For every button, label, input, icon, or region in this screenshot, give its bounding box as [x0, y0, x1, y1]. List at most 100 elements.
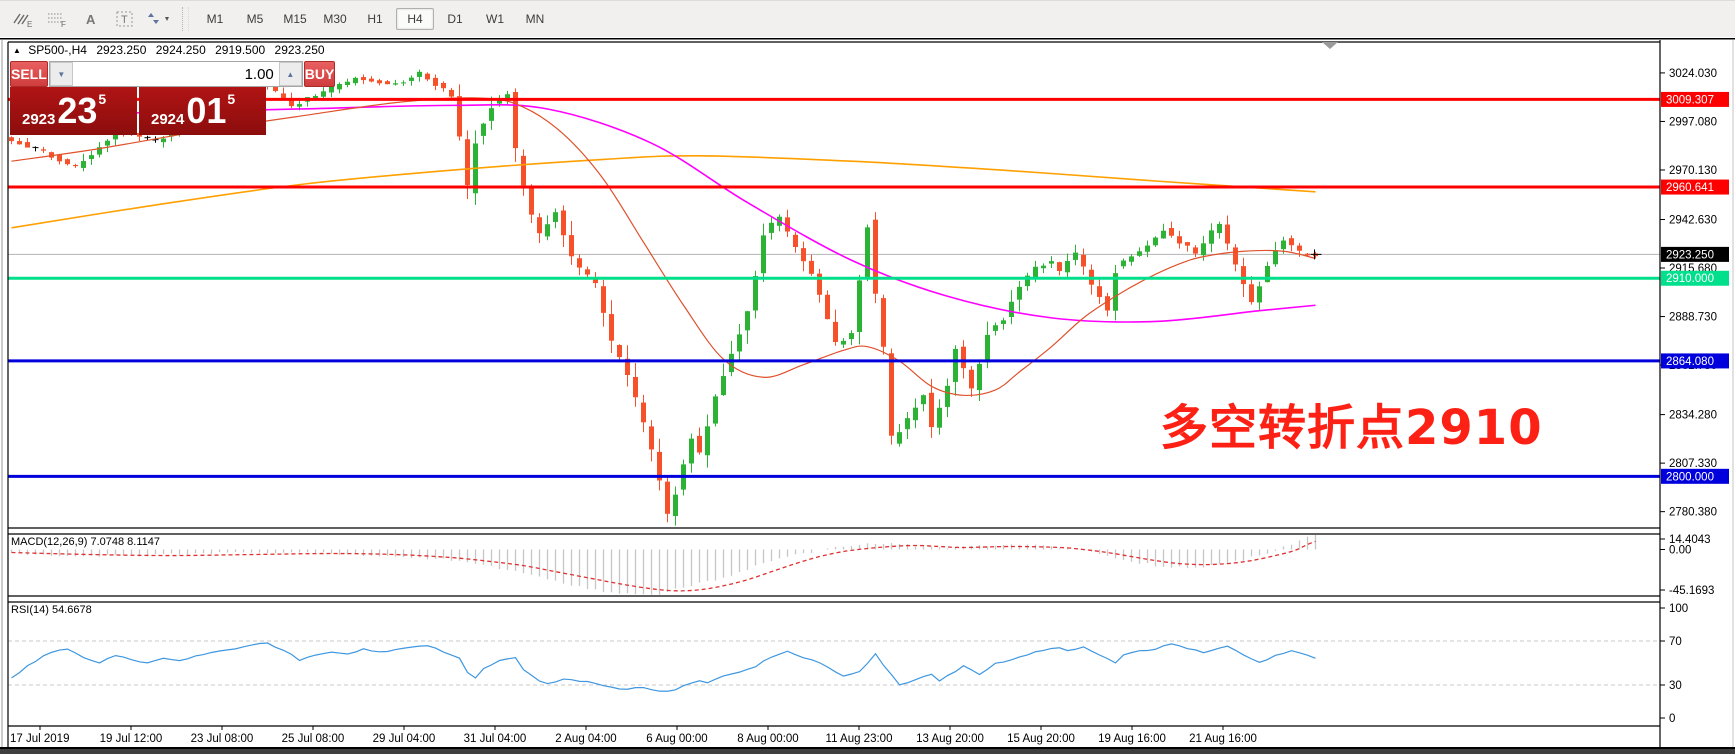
sell-price-sup: 5: [98, 91, 107, 107]
horizontal-scrollbar[interactable]: [0, 749, 1735, 754]
volume-increase-button[interactable]: ▲: [278, 62, 302, 86]
time-axis-label: 31 Jul 04:00: [464, 733, 527, 745]
macd-axis-label: 0.00: [1669, 545, 1691, 557]
time-axis-label: 11 Aug 23:00: [826, 733, 893, 745]
level-price-badge-label: 2910.000: [1666, 273, 1714, 285]
timeframe-button-H1[interactable]: H1: [367, 12, 383, 26]
level-price-badge: [1661, 270, 1729, 286]
quote-close: 2923.250: [274, 43, 325, 57]
sell-price-main: 23: [57, 90, 98, 131]
level-price-badge-label: 3009.307: [1666, 94, 1714, 106]
time-axis-label: 13 Aug 20:00: [916, 733, 984, 745]
volume-stepper: ▼ ▲: [48, 61, 303, 87]
macd-indicator-label: MACD(12,26,9) 7.0748 8.1147: [11, 536, 160, 548]
time-axis-label: 25 Jul 08:00: [282, 733, 345, 745]
rsi-current-value: 54.6678: [51, 604, 92, 616]
level-price-badge: [1661, 91, 1729, 107]
timeframe-button-M30[interactable]: M30: [323, 12, 347, 26]
buy-price-display[interactable]: 2924 01 5: [139, 87, 266, 135]
current-price-badge-label: 2923.250: [1666, 249, 1714, 261]
level-price-badge: [1661, 179, 1729, 195]
buy-price-sup: 5: [227, 91, 236, 107]
rsi-indicator-label: RSI(14) 54.6678: [11, 604, 92, 616]
rsi-axis-label: 70: [1669, 636, 1682, 648]
rsi-name: RSI(14): [11, 604, 49, 616]
last-bar-marker: [1310, 249, 1322, 260]
annotation-text[interactable]: 多空转折点2910: [1160, 400, 1543, 456]
level-price-badge-label: 2800.000: [1666, 471, 1714, 483]
y-axis-tick-label: 2807.330: [1669, 458, 1717, 470]
macd-axis-label: -45.1693: [1669, 585, 1714, 597]
buy-button[interactable]: BUY: [303, 61, 336, 87]
macd-current-values: 7.0748 8.1147: [90, 536, 161, 548]
chart-background: [0, 36, 1735, 754]
level-price-badge: [1661, 468, 1729, 484]
svg-text:A: A: [86, 12, 96, 27]
timeframe-button-H4[interactable]: H4: [396, 8, 434, 30]
time-axis: 17 Jul 2019 19 Jul 12:00 23 Jul 08:00 25 Ju…: [10, 726, 1257, 745]
time-axis-label: 23 Jul 08:00: [191, 733, 254, 745]
window-top-border: [0, 38, 1735, 40]
sell-price-prefix: 2923: [22, 111, 56, 128]
chart-shift-marker[interactable]: [1322, 42, 1338, 49]
time-axis-label: 19 Aug 16:00: [1098, 733, 1166, 745]
sell-price-display[interactable]: 2923 23 5: [10, 87, 137, 135]
y-axis-tick-label: 2888.730: [1669, 312, 1717, 324]
timeframe-button-M15[interactable]: M15: [283, 12, 307, 26]
ma-mid-line: [11, 104, 1316, 323]
svg-text:E: E: [27, 20, 32, 28]
time-axis-label: 6 Aug 00:00: [646, 733, 707, 745]
quote-open: 2923.250: [96, 43, 147, 57]
buy-price-main: 01: [186, 90, 227, 131]
main-toolbar: E F A T M1 M5 M15 M30 H1 H4 D1 W1 MN: [0, 0, 1735, 37]
text-box-icon[interactable]: T: [110, 6, 140, 32]
time-axis-label: 2 Aug 04:00: [555, 733, 616, 745]
timeframe-button-M5[interactable]: M5: [246, 12, 264, 26]
toolbar-separator: [182, 7, 189, 31]
rsi-axis-label: 100: [1669, 603, 1688, 615]
time-axis-label: 29 Jul 04:00: [373, 733, 436, 745]
buy-price-prefix: 2924: [151, 111, 185, 128]
y-axis-tick-label: 2970.130: [1669, 165, 1717, 177]
macd-histogram: [10, 535, 1317, 595]
quote-low: 2919.500: [215, 43, 266, 57]
fibo-grid-icon[interactable]: F: [42, 6, 72, 32]
time-axis-label: 19 Jul 12:00: [100, 733, 163, 745]
quote-header: ▲ SP500-,H4 2923.250 2924.250 2919.500 2…: [13, 43, 331, 57]
rsi-axis-label: 0: [1669, 713, 1675, 725]
rsi-axis: 100 70 30 0: [1660, 603, 1688, 725]
text-label-icon[interactable]: A: [76, 6, 106, 32]
rsi-axis-label: 30: [1669, 680, 1682, 692]
window-bottom-border: [0, 747, 1735, 749]
timeframe-button-M1[interactable]: M1: [206, 12, 224, 26]
quote-high: 2924.250: [155, 43, 206, 57]
level-price-badge-label: 2864.080: [1666, 356, 1714, 368]
y-axis-tick-label: 2780.380: [1669, 507, 1717, 519]
volume-input[interactable]: [72, 62, 279, 86]
timeframe-button-D1[interactable]: D1: [447, 12, 463, 26]
level-price-badge-label: 2960.641: [1666, 182, 1714, 194]
y-axis-tick-label: 3024.030: [1669, 68, 1717, 80]
y-axis-tick-label: 2997.080: [1669, 116, 1717, 128]
svg-text:F: F: [61, 20, 66, 28]
y-axis-tick-label: 2942.630: [1669, 214, 1717, 226]
time-axis-label: 21 Aug 16:00: [1189, 733, 1257, 745]
sell-button[interactable]: SELL: [10, 61, 48, 87]
arrow-objects-icon[interactable]: [144, 6, 174, 32]
elliott-wave-icon[interactable]: E: [8, 6, 38, 32]
price-axis: 3024.0302997.0802970.1302942.6302915.680…: [1660, 68, 1729, 519]
timeframe-button-MN[interactable]: MN: [525, 12, 545, 26]
macd-axis-label: 14.4043: [1669, 534, 1711, 546]
volume-decrease-button[interactable]: ▼: [49, 62, 73, 86]
macd-signal-line: [11, 540, 1316, 592]
timeframe-button-W1[interactable]: W1: [486, 12, 504, 26]
level-price-badge: [1661, 353, 1729, 369]
rsi-line: [11, 642, 1316, 692]
symbol-period-label: SP500-,H4: [28, 43, 87, 57]
one-click-trade-panel: SELL ▼ ▲ BUY 2923 23 5 2924 01 5: [10, 61, 336, 135]
current-price-badge: [1661, 246, 1729, 262]
symbol-dropdown-icon[interactable]: ▲: [13, 46, 21, 55]
